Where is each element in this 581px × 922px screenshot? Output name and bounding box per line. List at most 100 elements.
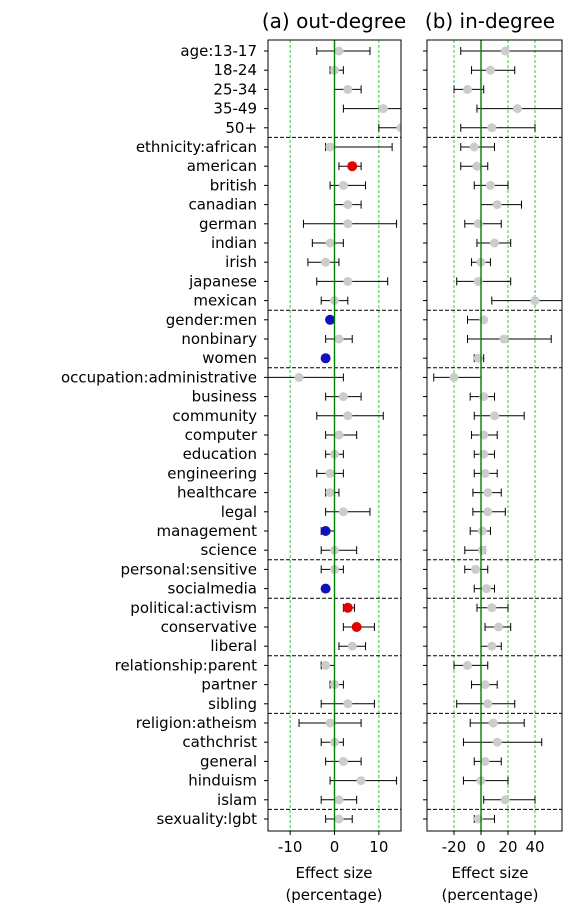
point-estimate xyxy=(320,583,331,594)
point-estimate xyxy=(500,46,510,56)
point-estimate xyxy=(334,814,344,824)
category-label: british xyxy=(210,176,257,194)
category-label: personal:sensitive xyxy=(120,560,257,578)
point-estimate xyxy=(490,238,499,248)
point-estimate xyxy=(471,564,481,574)
x-axis-label-in-degree-line2: (percentage) xyxy=(441,886,538,904)
marks-out-degree xyxy=(268,46,401,824)
category-label: 50+ xyxy=(225,119,257,137)
point-estimate xyxy=(492,200,502,210)
category-label: german xyxy=(199,215,257,233)
point-estimate xyxy=(378,104,388,114)
point-estimate xyxy=(343,699,353,709)
category-label: occupation:administrative xyxy=(61,368,257,386)
category-label: nonbinary xyxy=(181,330,257,348)
point-estimate xyxy=(338,392,348,402)
point-estimate xyxy=(483,699,493,709)
point-estimate xyxy=(343,84,353,94)
point-estimate xyxy=(338,180,348,190)
point-estimate xyxy=(463,660,472,670)
category-label: 35-49 xyxy=(213,100,257,118)
category-label: healthcare xyxy=(177,484,257,502)
point-estimate xyxy=(463,84,472,94)
point-estimate xyxy=(500,795,510,805)
category-label: general xyxy=(200,752,257,770)
panel-out-degree: (a) out-degree Effect size (percentage) … xyxy=(262,9,406,904)
category-label: education xyxy=(183,445,257,463)
x-tick-label: -10 xyxy=(278,838,303,856)
point-estimate xyxy=(480,756,490,766)
point-estimate xyxy=(530,296,540,306)
category-label: age:13-17 xyxy=(180,42,257,60)
point-estimate xyxy=(343,219,353,229)
category-label: mexican xyxy=(193,292,257,310)
x-axis-label-out-degree-line1: Effect size xyxy=(295,864,372,882)
category-label: sexuality:lgbt xyxy=(156,810,257,828)
point-estimate xyxy=(347,641,357,651)
category-label: japanese xyxy=(188,272,257,290)
category-label: community xyxy=(172,407,257,425)
x-tick-label: 10 xyxy=(369,838,388,856)
point-estimate xyxy=(469,142,479,152)
category-label: science xyxy=(201,541,257,559)
panel-title-in-degree: (b) in-degree xyxy=(425,9,555,33)
category-label: 18-24 xyxy=(213,61,257,79)
category-label: legal xyxy=(221,503,257,521)
point-estimate xyxy=(351,622,362,632)
point-estimate xyxy=(294,372,304,382)
point-estimate xyxy=(481,584,491,594)
point-estimate xyxy=(338,756,348,766)
category-label: 25-34 xyxy=(213,80,257,98)
point-estimate xyxy=(343,276,353,286)
point-estimate xyxy=(321,660,331,670)
x-tick-label: 0 xyxy=(476,838,486,856)
category-label: canadian xyxy=(188,196,257,214)
point-estimate xyxy=(488,718,498,728)
point-estimate xyxy=(494,622,504,632)
category-label: women xyxy=(202,349,257,367)
point-estimate xyxy=(334,795,344,805)
point-estimate xyxy=(342,602,353,613)
category-label: relationship:parent xyxy=(115,656,258,674)
point-estimate xyxy=(487,603,497,613)
point-estimate xyxy=(477,545,487,555)
point-estimate xyxy=(480,680,490,690)
point-estimate xyxy=(325,238,335,248)
category-label: ethnicity:african xyxy=(136,138,257,156)
category-label: conservative xyxy=(161,618,257,636)
point-estimate xyxy=(492,737,502,747)
point-estimate xyxy=(325,468,335,478)
point-estimate xyxy=(490,411,499,421)
point-estimate xyxy=(449,372,459,382)
category-label: engineering xyxy=(167,464,257,482)
category-label: irish xyxy=(225,253,257,271)
point-estimate xyxy=(325,314,336,325)
panel-title-out-degree: (a) out-degree xyxy=(262,9,406,33)
category-label: american xyxy=(187,157,257,175)
point-estimate xyxy=(396,123,401,133)
x-tick-label: 20 xyxy=(498,838,517,856)
point-estimate xyxy=(477,526,487,536)
point-estimate xyxy=(321,257,331,267)
category-label: cathchrist xyxy=(182,733,257,751)
point-estimate xyxy=(347,161,358,172)
category-label: computer xyxy=(185,426,258,444)
point-estimate xyxy=(487,123,497,133)
point-estimate xyxy=(485,65,495,75)
category-label: sibling xyxy=(208,695,257,713)
point-estimate xyxy=(487,641,497,651)
point-estimate xyxy=(343,200,353,210)
point-estimate xyxy=(485,180,495,190)
point-estimate xyxy=(343,411,353,421)
point-estimate xyxy=(325,718,335,728)
category-label: hinduism xyxy=(188,772,257,790)
category-label: business xyxy=(192,388,258,406)
category-label: islam xyxy=(217,791,257,809)
point-estimate xyxy=(483,507,493,517)
category-label: religion:atheism xyxy=(136,714,257,732)
point-estimate xyxy=(325,488,335,498)
point-estimate xyxy=(325,142,335,152)
x-tick-label: 0 xyxy=(330,838,340,856)
